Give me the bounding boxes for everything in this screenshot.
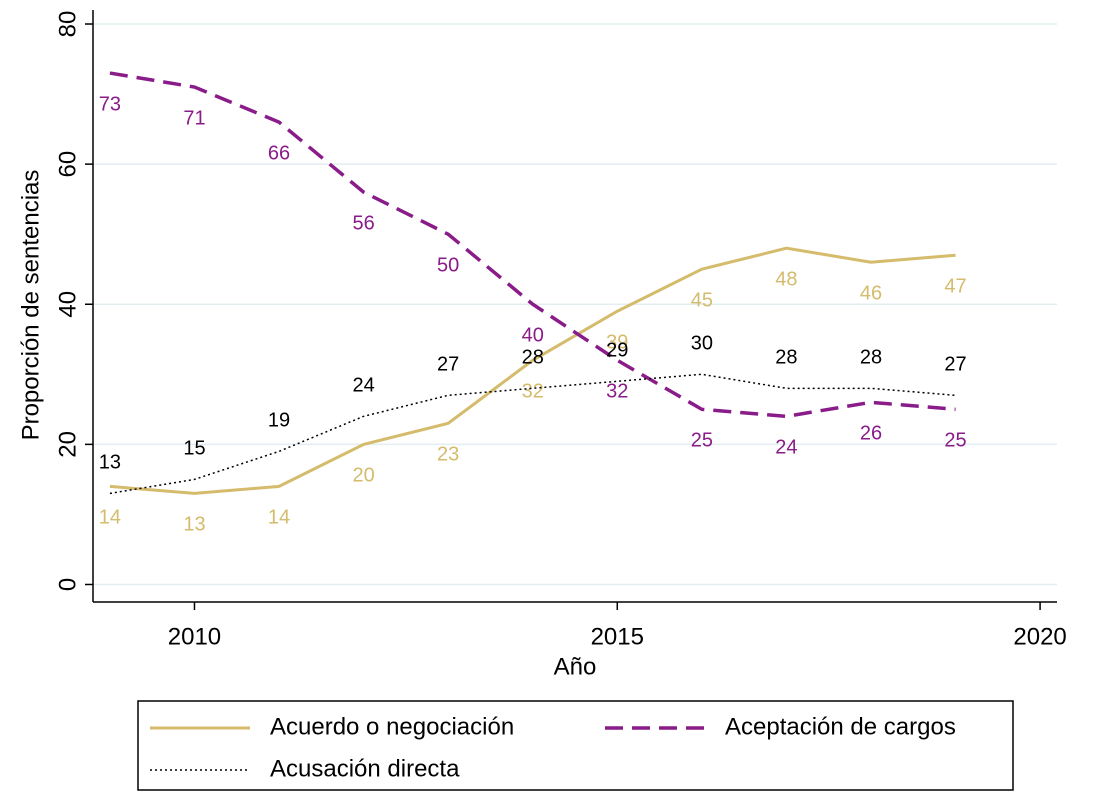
data-label: 28 — [522, 347, 544, 369]
data-label: 45 — [691, 290, 713, 312]
data-label: 50 — [437, 254, 459, 276]
data-label: 48 — [775, 268, 797, 290]
legend-label: Aceptación de cargos — [725, 713, 956, 740]
data-label: 27 — [437, 354, 459, 376]
series-line — [109, 71, 956, 419]
y-tick-label: 60 — [54, 151, 81, 178]
data-label: 73 — [99, 93, 121, 115]
legend-box — [137, 700, 1014, 791]
data-label: 24 — [775, 437, 797, 459]
data-label: 28 — [775, 347, 797, 369]
data-label: 19 — [268, 410, 290, 432]
data-label: 32 — [606, 381, 628, 403]
x-tick-label: 2010 — [168, 623, 221, 650]
x-tick-label: 2020 — [1013, 623, 1066, 650]
data-label: 14 — [268, 507, 290, 529]
y-tick-label: 20 — [54, 431, 81, 458]
x-axis-title: Año — [554, 653, 597, 680]
data-label: 25 — [691, 430, 713, 452]
data-label: 47 — [944, 275, 966, 297]
data-label: 66 — [268, 142, 290, 164]
data-label: 40 — [522, 325, 544, 347]
data-label: 13 — [99, 452, 121, 474]
data-label: 24 — [352, 375, 374, 397]
y-tick-label: 80 — [54, 11, 81, 38]
data-label: 28 — [860, 347, 882, 369]
y-tick-label: 40 — [54, 291, 81, 318]
data-label: 27 — [944, 354, 966, 376]
data-label: 56 — [352, 212, 374, 234]
data-label: 39 — [606, 332, 628, 354]
data-label: 32 — [522, 381, 544, 403]
data-label: 46 — [860, 282, 882, 304]
legend-label: Acusación directa — [270, 755, 460, 782]
data-label: 25 — [944, 430, 966, 452]
y-tick-label: 0 — [54, 578, 81, 591]
data-label: 14 — [99, 507, 121, 529]
series-line — [109, 246, 956, 495]
data-label: 13 — [183, 514, 205, 536]
data-label: 23 — [437, 444, 459, 466]
y-axis-title: Proporción de sentencias — [17, 170, 44, 441]
data-label: 15 — [183, 438, 205, 460]
series-line — [109, 373, 956, 495]
data-label: 26 — [860, 423, 882, 445]
data-label: 20 — [352, 465, 374, 487]
x-tick-label: 2015 — [591, 623, 644, 650]
data-label: 30 — [691, 333, 713, 355]
legend-label: Acuerdo o negociación — [270, 713, 514, 740]
data-label: 71 — [183, 107, 205, 129]
data-label: 29 — [606, 340, 628, 362]
